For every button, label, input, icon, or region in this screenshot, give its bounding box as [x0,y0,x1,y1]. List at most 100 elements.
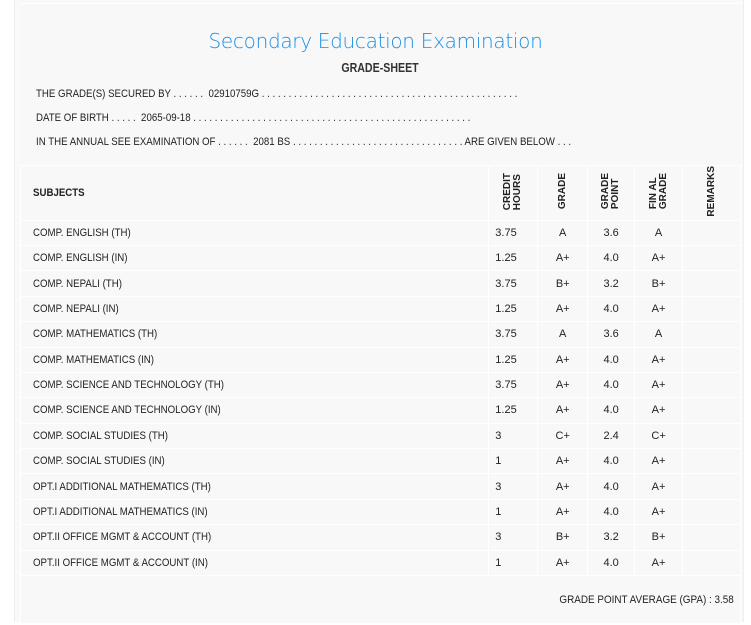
header-subjects: SUBJECTS [19,165,490,221]
table-row: COMP. NEPALI (TH) 3.75 B+ 3.2 B+ [19,270,741,297]
remarks-cell [682,397,741,424]
table-row: OPT.II OFFICE MGMT & ACCOUNT (TH) 3 B+ 3.2 B… [19,524,741,551]
final-grade-cell: A+ [634,244,684,272]
grade-cell: A+ [537,371,589,399]
credit-hours-cell: 3.75 [488,219,539,246]
table-row: COMP. SOCIAL STUDIES (IN) 1 A+ 4.0 A+ [19,448,741,475]
credit-hours-cell: 1 [488,498,539,526]
subject-cell: COMP. SCIENCE AND TECHNOLOGY (IN) [19,397,490,424]
remarks-cell [682,371,741,399]
header-grade-point: GRADE POINT [587,165,636,221]
grade-point-cell: 3.2 [587,270,636,297]
grade-cell: A+ [537,397,589,424]
credit-hours-cell: 3 [488,473,539,500]
remarks-cell [682,346,741,373]
grade-point-cell: 4.0 [587,397,636,424]
subject-cell: OPT.II OFFICE MGMT & ACCOUNT (IN) [19,549,490,577]
final-grade-cell: A+ [634,473,684,500]
subject-cell: OPT.I ADDITIONAL MATHEMATICS (IN) [19,498,490,526]
subject-cell: OPT.II OFFICE MGMT & ACCOUNT (TH) [19,524,490,551]
table-row: OPT.II OFFICE MGMT & ACCOUNT (IN) 1 A+ 4.0 A… [19,549,741,577]
credit-hours-cell: 3 [488,524,539,551]
table-row: COMP. ENGLISH (TH) 3.75 A 3.6 A [19,219,741,246]
credit-hours-cell: 3.75 [488,270,539,297]
subject-cell: COMP. SOCIAL STUDIES (IN) [19,448,490,475]
remarks-cell [682,219,741,246]
final-grade-cell: A [634,321,684,348]
final-grade-cell: A+ [634,346,684,373]
table-row: COMP. SOCIAL STUDIES (TH) 3 C+ 2.4 C+ [19,422,741,450]
table-row: COMP. SCIENCE AND TECHNOLOGY (IN) 1.25 A+ 4… [19,397,741,424]
grades-table: SUBJECTS CREDIT HOURS GRADE GRADE POINT … [19,165,741,625]
subject-cell: COMP. SOCIAL STUDIES (TH) [19,422,490,450]
table-row: COMP. MATHEMATICS (IN) 1.25 A+ 4.0 A+ [19,346,741,373]
grade-cell: A+ [537,346,589,373]
subject-cell: COMP. MATHEMATICS (IN) [19,346,490,373]
final-grade-cell: A+ [634,448,684,475]
table-row: OPT.I ADDITIONAL MATHEMATICS (TH) 3 A+ 4.0 A… [19,473,741,500]
grade-point-cell: 2.4 [587,422,636,450]
grade-cell: A+ [537,473,589,500]
header-credit-hours: CREDIT HOURS [488,165,539,221]
remarks-cell [682,321,741,348]
credit-hours-cell: 3.75 [488,321,539,348]
final-grade-cell: B+ [634,524,684,551]
subject-cell: OPT.I ADDITIONAL MATHEMATICS (TH) [19,473,490,500]
subject-cell: COMP. ENGLISH (IN) [19,244,490,272]
grade-cell: A+ [537,549,589,577]
gpa-row: GRADE POINT AVERAGE (GPA) : 3.58 [20,575,741,625]
gpa-summary: GRADE POINT AVERAGE (GPA) : 3.58 [20,575,741,625]
table-row: COMP. SCIENCE AND TECHNOLOGY (TH) 3.75 A+ 4… [19,371,741,399]
grade-point-cell: 3.6 [587,219,636,246]
remarks-cell [682,473,741,500]
grade-point-cell: 3.2 [587,524,636,551]
remarks-cell [682,549,741,577]
credit-hours-cell: 1 [488,448,539,475]
credit-hours-cell: 1.25 [488,244,539,272]
dob-line: DATE OF BIRTH . . . . . 2065-09-18 . . .… [36,112,471,124]
grade-sheet-heading: GRADE-SHEET [341,61,419,75]
subject-cell: COMP. NEPALI (IN) [19,295,490,323]
credit-hours-cell: 1.25 [488,295,539,323]
credit-hours-cell: 1.25 [488,397,539,424]
secured-by-line: THE GRADE(S) SECURED BY . . . . . . 0291… [36,88,518,100]
grade-point-cell: 4.0 [587,448,636,475]
remarks-cell [682,244,741,272]
grade-cell: B+ [537,270,589,297]
table-row: COMP. MATHEMATICS (TH) 3.75 A 3.6 A [19,321,741,348]
grade-point-cell: 4.0 [587,244,636,272]
header-grade: GRADE [537,165,589,221]
grade-point-cell: 4.0 [587,473,636,500]
table-row: COMP. NEPALI (IN) 1.25 A+ 4.0 A+ [19,295,741,323]
remarks-cell [682,270,741,297]
final-grade-cell: A+ [634,371,684,399]
final-grade-cell: C+ [634,422,684,450]
subject-cell: COMP. ENGLISH (TH) [19,219,490,246]
grade-cell: A+ [537,244,589,272]
final-grade-cell: B+ [634,270,684,297]
header-remarks: REMARKS [682,165,741,221]
table-row: OPT.I ADDITIONAL MATHEMATICS (IN) 1 A+ 4.0 A… [19,498,741,526]
grade-cell: B+ [537,524,589,551]
header-final-grade: FIN AL GRADE [634,165,684,221]
final-grade-cell: A+ [634,498,684,526]
grade-cell: A+ [537,448,589,475]
grade-point-cell: 3.6 [587,321,636,348]
remarks-cell [682,295,741,323]
credit-hours-cell: 1 [488,549,539,577]
credit-hours-cell: 1.25 [488,346,539,373]
remarks-cell [682,524,741,551]
table-row: COMP. ENGLISH (IN) 1.25 A+ 4.0 A+ [19,244,741,272]
final-grade-cell: A+ [634,397,684,424]
grade-point-cell: 4.0 [587,549,636,577]
grade-cell: A+ [537,498,589,526]
credit-hours-cell: 3 [488,422,539,450]
subject-cell: COMP. MATHEMATICS (TH) [19,321,490,348]
final-grade-cell: A [634,219,684,246]
grade-cell: A [537,219,589,246]
remarks-cell [682,422,741,450]
final-grade-cell: A+ [634,295,684,323]
grade-cell: A [537,321,589,348]
final-grade-cell: A+ [634,549,684,577]
credit-hours-cell: 3.75 [488,371,539,399]
